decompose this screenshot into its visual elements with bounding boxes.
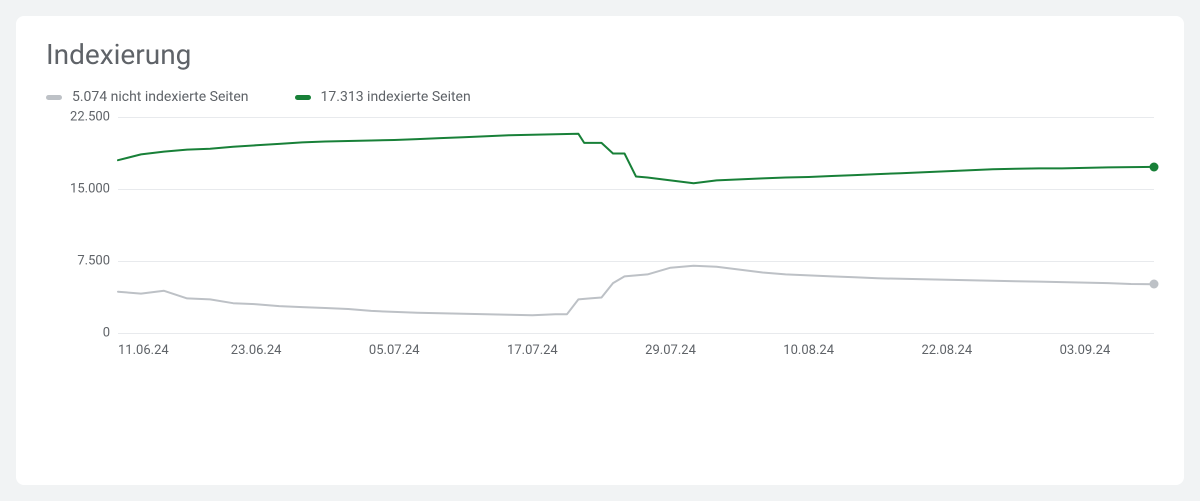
series-line-not_indexed (118, 266, 1154, 315)
y-tick-label: 7.500 (77, 254, 110, 269)
x-tick-label: 11.06.24 (118, 343, 169, 358)
y-tick-label: 0 (103, 326, 110, 341)
x-axis: 11.06.24 23.06.24 05.07.24 17.07.24 29.07.24… (118, 343, 1154, 371)
series-end-marker-indexed (1150, 162, 1159, 171)
page-root: Indexierung 5.074 nicht indexierte Seite… (0, 0, 1200, 501)
x-tick-label: 23.06.24 (231, 343, 282, 358)
legend-swatch-not-indexed (46, 95, 62, 100)
legend: 5.074 nicht indexierte Seiten 17.313 ind… (46, 89, 1154, 105)
legend-swatch-indexed (295, 95, 311, 100)
chart-area: 07.50015.00022.500 11.06.2423.06.2405.07… (46, 117, 1154, 471)
x-tick-label: 03.09.24 (1060, 343, 1111, 358)
series-end-marker-not_indexed (1150, 280, 1159, 289)
gridline (118, 333, 1154, 334)
x-tick-label: 17.07.24 (507, 343, 558, 358)
plot[interactable] (118, 117, 1154, 333)
series-svg (118, 117, 1154, 333)
series-line-indexed (118, 134, 1154, 183)
legend-item-not-indexed[interactable]: 5.074 nicht indexierte Seiten (46, 89, 249, 105)
x-tick-label: 10.08.24 (783, 343, 834, 358)
legend-item-indexed[interactable]: 17.313 indexierte Seiten (295, 89, 471, 105)
y-tick-label: 15.000 (70, 182, 110, 197)
indexing-card: Indexierung 5.074 nicht indexierte Seite… (16, 16, 1184, 485)
legend-label-not-indexed: 5.074 nicht indexierte Seiten (72, 89, 249, 105)
legend-label-indexed: 17.313 indexierte Seiten (321, 89, 471, 105)
plot-column: 11.06.24 23.06.24 05.07.24 17.07.24 29.07.24… (118, 117, 1154, 471)
y-tick-label: 22.500 (70, 110, 110, 125)
y-axis: 07.50015.00022.500 (46, 117, 118, 471)
x-tick-label: 05.07.24 (369, 343, 420, 358)
card-title: Indexierung (46, 38, 1154, 71)
x-tick-label: 29.07.24 (645, 343, 696, 358)
x-tick-label: 22.08.24 (921, 343, 972, 358)
